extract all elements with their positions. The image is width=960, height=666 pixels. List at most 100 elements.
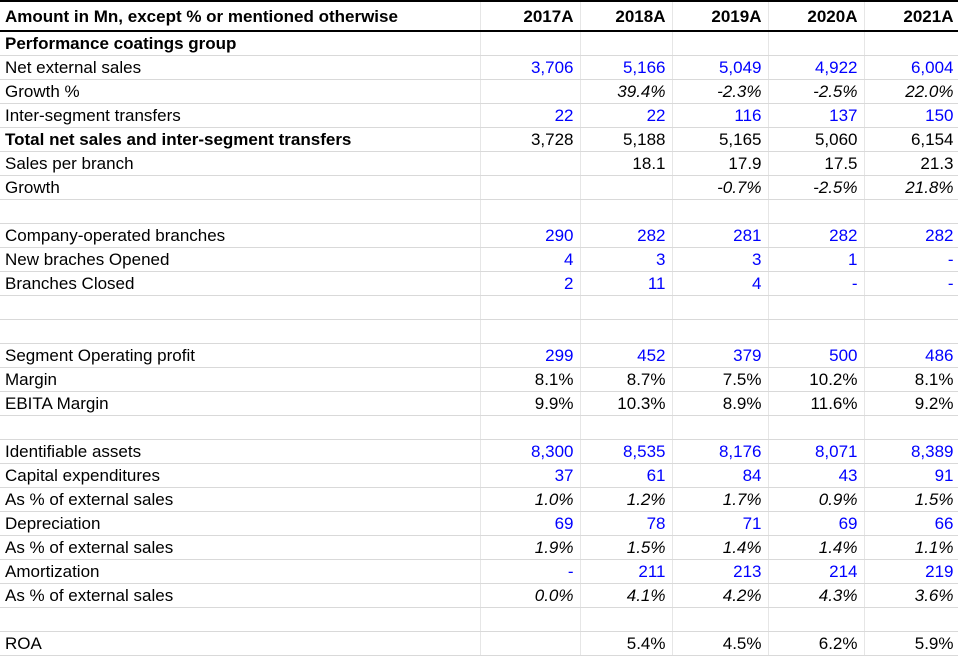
row-label-cell[interactable]: As % of external sales	[0, 535, 481, 560]
value-cell[interactable]: 1.9%	[480, 535, 581, 560]
value-cell[interactable]: 21.8%	[864, 175, 960, 200]
value-cell[interactable]: 452	[580, 343, 673, 368]
value-cell[interactable]	[580, 319, 673, 344]
row-label-cell[interactable]: Company-operated branches	[0, 223, 481, 248]
value-cell[interactable]: 91	[864, 463, 960, 488]
row-label-cell[interactable]: Capital expenditures	[0, 463, 481, 488]
value-cell[interactable]: 8.1%	[480, 367, 581, 392]
value-cell[interactable]	[768, 415, 865, 440]
value-cell[interactable]: 486	[864, 343, 960, 368]
row-label-cell[interactable]: Performance coatings group	[0, 31, 481, 56]
value-cell[interactable]: 150	[864, 103, 960, 128]
value-cell[interactable]	[768, 199, 865, 224]
value-cell[interactable]: 2	[480, 271, 581, 296]
value-cell[interactable]: 4.2%	[672, 583, 769, 608]
row-label-cell[interactable]: ROA	[0, 631, 481, 656]
value-cell[interactable]	[768, 31, 865, 56]
row-label-cell[interactable]: Growth	[0, 175, 481, 200]
value-cell[interactable]: 71	[672, 511, 769, 536]
value-cell[interactable]: 61	[580, 463, 673, 488]
value-cell[interactable]: 282	[580, 223, 673, 248]
value-cell[interactable]	[864, 295, 960, 320]
value-cell[interactable]: 219	[864, 559, 960, 584]
value-cell[interactable]: 299	[480, 343, 581, 368]
value-cell[interactable]: 10.2%	[768, 367, 865, 392]
value-cell[interactable]: 211	[580, 559, 673, 584]
value-cell[interactable]: 5,166	[580, 55, 673, 80]
value-cell[interactable]: 3.6%	[864, 583, 960, 608]
value-cell[interactable]: 1.4%	[768, 535, 865, 560]
value-cell[interactable]	[672, 295, 769, 320]
value-cell[interactable]: 1.1%	[864, 535, 960, 560]
value-cell[interactable]: 22	[480, 103, 581, 128]
value-cell[interactable]	[480, 295, 581, 320]
value-cell[interactable]	[672, 319, 769, 344]
year-header-2017[interactable]: 2017A	[480, 0, 581, 32]
value-cell[interactable]: 3,728	[480, 127, 581, 152]
value-cell[interactable]: 8.1%	[864, 367, 960, 392]
value-cell[interactable]: 0.9%	[768, 487, 865, 512]
value-cell[interactable]: 4	[480, 247, 581, 272]
row-label-cell[interactable]	[0, 607, 481, 632]
value-cell[interactable]	[864, 199, 960, 224]
value-cell[interactable]: 379	[672, 343, 769, 368]
value-cell[interactable]	[768, 295, 865, 320]
value-cell[interactable]: 8,389	[864, 439, 960, 464]
value-cell[interactable]	[768, 607, 865, 632]
year-header-2020[interactable]: 2020A	[768, 0, 865, 32]
value-cell[interactable]: 11.6%	[768, 391, 865, 416]
value-cell[interactable]: 214	[768, 559, 865, 584]
value-cell[interactable]	[580, 31, 673, 56]
year-header-2021[interactable]: 2021A	[864, 0, 960, 32]
row-label-cell[interactable]: Segment Operating profit	[0, 343, 481, 368]
value-cell[interactable]: 69	[768, 511, 865, 536]
value-cell[interactable]: -	[480, 559, 581, 584]
row-label-cell[interactable]: Identifiable assets	[0, 439, 481, 464]
value-cell[interactable]: 39.4%	[580, 79, 673, 104]
value-cell[interactable]: 78	[580, 511, 673, 536]
value-cell[interactable]: 6,004	[864, 55, 960, 80]
value-cell[interactable]: 43	[768, 463, 865, 488]
value-cell[interactable]: 8,300	[480, 439, 581, 464]
value-cell[interactable]: 1.5%	[580, 535, 673, 560]
value-cell[interactable]: 213	[672, 559, 769, 584]
value-cell[interactable]	[672, 415, 769, 440]
value-cell[interactable]	[480, 631, 581, 656]
row-label-cell[interactable]	[0, 319, 481, 344]
value-cell[interactable]: 1.7%	[672, 487, 769, 512]
value-cell[interactable]	[480, 199, 581, 224]
value-cell[interactable]: 281	[672, 223, 769, 248]
value-cell[interactable]: -	[864, 271, 960, 296]
row-label-cell[interactable]: Sales per branch	[0, 151, 481, 176]
value-cell[interactable]	[580, 295, 673, 320]
value-cell[interactable]	[864, 415, 960, 440]
value-cell[interactable]: 282	[768, 223, 865, 248]
value-cell[interactable]: 5.9%	[864, 631, 960, 656]
value-cell[interactable]: 8.7%	[580, 367, 673, 392]
value-cell[interactable]: 22	[580, 103, 673, 128]
row-label-cell[interactable]: New braches Opened	[0, 247, 481, 272]
value-cell[interactable]: -	[768, 271, 865, 296]
value-cell[interactable]: 1.2%	[580, 487, 673, 512]
row-label-cell[interactable]	[0, 415, 481, 440]
value-cell[interactable]: 22.0%	[864, 79, 960, 104]
value-cell[interactable]: 37	[480, 463, 581, 488]
value-cell[interactable]: 84	[672, 463, 769, 488]
value-cell[interactable]: 4.5%	[672, 631, 769, 656]
year-header-2019[interactable]: 2019A	[672, 0, 769, 32]
value-cell[interactable]: 1.4%	[672, 535, 769, 560]
value-cell[interactable]	[480, 79, 581, 104]
value-cell[interactable]: 4	[672, 271, 769, 296]
value-cell[interactable]: -0.7%	[672, 175, 769, 200]
value-cell[interactable]: 282	[864, 223, 960, 248]
value-cell[interactable]	[580, 199, 673, 224]
value-cell[interactable]: 5,165	[672, 127, 769, 152]
value-cell[interactable]: 69	[480, 511, 581, 536]
value-cell[interactable]: 7.5%	[672, 367, 769, 392]
value-cell[interactable]	[480, 31, 581, 56]
value-cell[interactable]: 66	[864, 511, 960, 536]
value-cell[interactable]: 9.9%	[480, 391, 581, 416]
value-cell[interactable]: 3	[580, 247, 673, 272]
value-cell[interactable]	[480, 151, 581, 176]
value-cell[interactable]: -2.5%	[768, 79, 865, 104]
